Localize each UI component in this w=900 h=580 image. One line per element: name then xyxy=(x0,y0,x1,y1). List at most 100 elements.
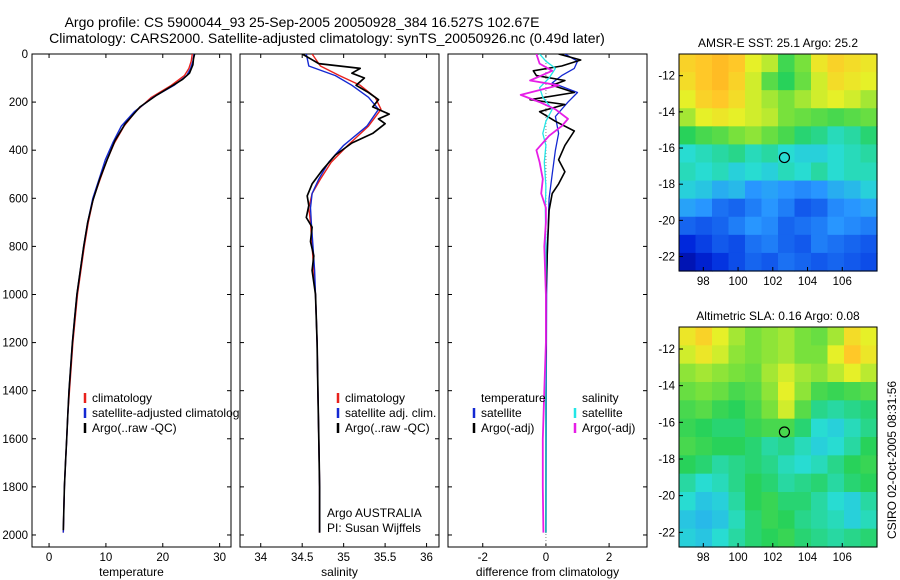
sla_map-cell xyxy=(860,528,878,548)
sla_map-cell xyxy=(679,528,697,548)
sla_map-argo-location-marker xyxy=(778,426,791,438)
sla_map-cell xyxy=(844,437,862,456)
sst_map-cell xyxy=(679,180,697,200)
sst_map-cell xyxy=(827,234,845,254)
sst_map-cell xyxy=(728,90,746,109)
difference-axes-frame xyxy=(447,53,648,548)
difference-xtick-label: 2 xyxy=(606,552,612,564)
sst_map-cell xyxy=(827,180,845,200)
sst_map-cell xyxy=(745,126,763,146)
sla_map-cell xyxy=(827,528,845,548)
sst_map-cell xyxy=(712,144,730,164)
sst_map-cell xyxy=(778,252,796,272)
difference-salinity-legend-label: satellite xyxy=(582,406,623,420)
sst_map-cell xyxy=(712,126,730,146)
sla_map-cell xyxy=(728,345,746,365)
sst_map-cell xyxy=(712,234,730,254)
sst_map-cell xyxy=(695,234,713,254)
sst_map-cell xyxy=(745,90,763,109)
sst_map-cell xyxy=(679,252,697,272)
salinity-legend-label: Argo(..raw -QC) xyxy=(345,421,430,435)
sst_map-cell xyxy=(778,72,796,91)
sla_map-cell xyxy=(745,400,763,420)
sla_map-cell xyxy=(860,345,878,365)
sla_map-cell xyxy=(860,418,878,438)
sst_map-cell xyxy=(827,90,845,109)
sst_map-cell xyxy=(679,90,697,109)
sla_map-cell xyxy=(811,363,829,383)
sla_map-cell xyxy=(695,455,713,475)
sst_map-cell xyxy=(811,72,829,91)
sst_map-cell xyxy=(778,162,796,182)
difference-salinity-legend-label: Argo(-adj) xyxy=(582,421,635,435)
sst_map-cell xyxy=(860,108,878,127)
sst_map-cell xyxy=(794,54,812,73)
sst_map-cell xyxy=(811,198,829,218)
sla_map-frame xyxy=(678,326,878,548)
sst_map-cell xyxy=(794,198,812,218)
temperature-panel: 0 10 20 30 0 200 400 600 800 1000 1200 1400 1600 1800… xyxy=(2,49,245,579)
sla_map-cell xyxy=(745,345,763,365)
sla_map-cell xyxy=(695,528,713,548)
sst_map-xtick-label: 102 xyxy=(763,276,782,288)
sst_map-cell xyxy=(827,216,845,236)
salinity-axes-frame xyxy=(239,53,440,548)
sla_map-cell xyxy=(695,345,713,365)
temperature-ytick-label: 0 xyxy=(22,49,28,61)
sst_map-cell xyxy=(827,72,845,91)
sla_map-cell xyxy=(728,437,746,456)
sst_map-cell xyxy=(811,180,829,200)
sla_map-cell xyxy=(728,363,746,383)
sst_map-cell xyxy=(778,126,796,146)
sst_map-cell xyxy=(860,198,878,218)
sst_map-cell xyxy=(745,162,763,182)
sla_map-cell xyxy=(827,437,845,456)
figure-title-line2: Climatology: CARS2000. Satellite-adjuste… xyxy=(49,30,605,46)
sla_map-cell xyxy=(728,473,746,493)
sst_map-cell xyxy=(844,234,862,254)
sla_map-cell xyxy=(679,363,697,383)
sla_map-cell xyxy=(844,345,862,365)
sst_map-cell xyxy=(827,198,845,218)
sst_map-cell xyxy=(728,252,746,272)
sst_map-cell xyxy=(761,234,779,254)
sst_map-cell xyxy=(860,234,878,254)
sst_map-cell xyxy=(695,72,713,91)
sst_map-xtick-label: 106 xyxy=(833,276,852,288)
sst_map-ytick-label: -22 xyxy=(658,252,675,264)
sla_map-cell xyxy=(778,363,796,383)
sst_map-cell xyxy=(794,108,812,127)
sst_map-cell xyxy=(679,54,697,73)
sla_map-cell xyxy=(728,492,746,511)
sla_map-cell xyxy=(860,327,878,346)
sst_map-cell xyxy=(778,198,796,218)
sla_map-cell xyxy=(712,492,730,511)
sla_map-cell xyxy=(860,382,878,401)
sst_map-cell xyxy=(794,180,812,200)
sla_map-cell xyxy=(712,510,730,530)
sla_map-cell xyxy=(844,492,862,511)
temperature-ytick-label: 1200 xyxy=(2,338,28,350)
sla_map-cell xyxy=(712,363,730,383)
sla_map-cell xyxy=(794,473,812,493)
sst_map-cell xyxy=(794,72,812,91)
sla_map-cell xyxy=(811,345,829,365)
sst_map-cell xyxy=(811,162,829,182)
sla_map-cell xyxy=(827,510,845,530)
sst_map-cell xyxy=(844,252,862,272)
sla_map-cell xyxy=(827,418,845,438)
sla_map-cell xyxy=(778,400,796,420)
sst_map-cell xyxy=(844,180,862,200)
sst_map-cell xyxy=(745,234,763,254)
sst_map-cell xyxy=(827,162,845,182)
sla_map-cell xyxy=(844,473,862,493)
sla_map-cell xyxy=(728,382,746,401)
sla_map-cell xyxy=(695,327,713,346)
sst_map-cell xyxy=(679,72,697,91)
sla_map-cell xyxy=(827,473,845,493)
sst_map-cell xyxy=(778,108,796,127)
sla_map-cell xyxy=(794,437,812,456)
sst_map-cell xyxy=(860,180,878,200)
sst_map-cell xyxy=(860,72,878,91)
difference-temperature-legend-label: Argo(-adj) xyxy=(481,421,534,435)
